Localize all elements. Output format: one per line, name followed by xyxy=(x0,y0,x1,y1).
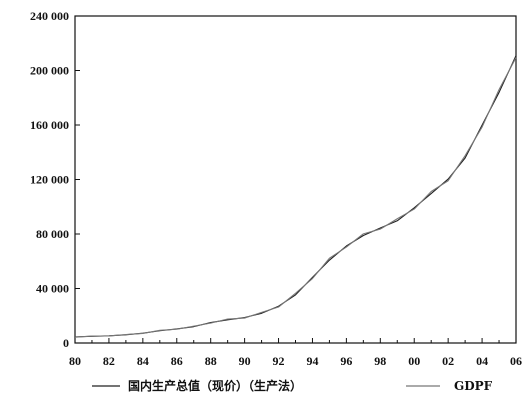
legend-label-gdpf: GDPF xyxy=(454,379,493,393)
x-tick-label: 90 xyxy=(239,354,251,368)
series-line-gdpf xyxy=(74,57,517,338)
y-tick-label: 0 xyxy=(63,336,69,350)
x-tick-label: 80 xyxy=(69,354,81,368)
legend-label-gdp: 国内生产总值（现价）（生产法） xyxy=(128,378,302,393)
x-tick-label: 04 xyxy=(476,354,488,368)
legend: 国内生产总值（现价）（生产法） GDPF xyxy=(92,378,493,393)
x-tick-label: 94 xyxy=(306,354,318,368)
x-tick-label: 86 xyxy=(171,354,183,368)
legend-item-gdp: 国内生产总值（现价）（生产法） xyxy=(92,378,302,393)
x-tick-label: 00 xyxy=(408,354,420,368)
y-tick-label: 40 000 xyxy=(36,282,69,296)
y-tick-label: 120 000 xyxy=(30,173,69,187)
series-line-gdp xyxy=(74,55,517,338)
y-tick-label: 160 000 xyxy=(30,118,69,132)
y-tick-label: 80 000 xyxy=(36,227,69,241)
y-tick-label: 200 000 xyxy=(30,64,69,78)
x-tick-label: 92 xyxy=(273,354,285,368)
x-tick-label: 96 xyxy=(340,354,352,368)
legend-item-gdpf: GDPF xyxy=(406,379,493,393)
plot-area: 0 40 000 80 000 120 000 160 000 200 000 240 00… xyxy=(30,9,522,368)
x-tick-label: 06 xyxy=(510,354,522,368)
x-tick-label: 82 xyxy=(103,354,115,368)
y-axis: 0 40 000 80 000 120 000 160 000 200 000 240 00… xyxy=(30,9,80,350)
x-tick-label: 98 xyxy=(374,354,386,368)
x-axis: 80 82 84 86 88 90 92 94 96 98 00 02 04 06 xyxy=(69,338,522,368)
series-layer xyxy=(74,55,517,338)
x-tick-label: 02 xyxy=(442,354,454,368)
y-tick-label: 240 000 xyxy=(30,9,69,23)
x-tick-label: 84 xyxy=(137,354,149,368)
x-tick-label: 88 xyxy=(205,354,217,368)
